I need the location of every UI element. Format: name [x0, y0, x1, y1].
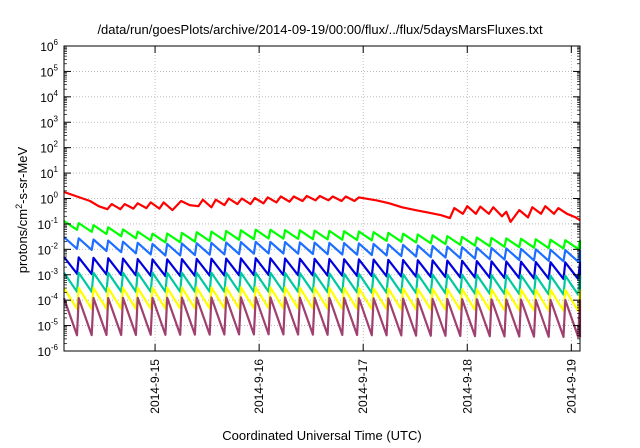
x-tick-label: 2014-9-19 [564, 359, 578, 414]
series-line-0 [63, 190, 581, 223]
y-tick-label: 104 [40, 89, 58, 105]
y-tick-label: 106 [40, 38, 58, 54]
y-tick-exponent: 5 [54, 63, 59, 72]
x-tick-labels: 2014-9-15 2014-9-16 2014-9-17 2014-9-18 2014… [148, 359, 578, 414]
y-tick-labels: 10-610-510-410-310-210-11001011021031041… [38, 38, 59, 359]
y-tick-exponent: -3 [51, 267, 59, 276]
y-tick-exponent: 3 [54, 114, 59, 123]
y-tick-label: 10-2 [38, 241, 59, 257]
series-lines [62, 190, 582, 339]
y-tick-exponent: 0 [54, 191, 59, 200]
y-tick-label: 10-1 [38, 216, 59, 232]
y-axis-label-container: protons/cm2-s-sr-MeV [10, 95, 34, 325]
y-tick-exponent: 2 [54, 140, 59, 149]
x-tick-label: 2014-9-16 [252, 359, 266, 414]
series-line-6 [62, 296, 582, 339]
y-tick-label: 100 [40, 191, 58, 207]
y-tick-exponent: -5 [51, 318, 59, 327]
y-tick-label: 10-3 [38, 267, 59, 283]
y-tick-label: 103 [40, 114, 58, 130]
y-tick-exponent: 6 [54, 38, 59, 47]
chart-title: /data/run/goesPlots/archive/2014-09-19/0… [97, 22, 543, 37]
y-axis-label-exponent: 2 [13, 203, 24, 209]
axis-ticks [64, 45, 580, 352]
y-tick-exponent: -6 [51, 343, 59, 352]
y-tick-label: 10-6 [38, 343, 59, 359]
y-axis-label-base: protons/cm [15, 208, 31, 274]
series-line-2 [63, 236, 582, 263]
y-tick-exponent: 1 [54, 165, 59, 174]
y-tick-exponent: -1 [51, 216, 59, 225]
y-tick-exponent: -2 [51, 241, 59, 250]
y-axis-label-unit: -s-sr-MeV [15, 146, 31, 204]
series-line-4 [63, 271, 582, 296]
x-tick-label: 2014-9-17 [356, 359, 370, 414]
y-tick-exponent: 4 [54, 89, 59, 98]
x-axis-label: Coordinated Universal Time (UTC) [222, 428, 422, 443]
y-axis-label: protons/cm2-s-sr-MeV [14, 147, 30, 273]
series-line-3 [63, 256, 582, 281]
y-tick-label: 10-5 [38, 318, 59, 334]
series-line-1 [63, 220, 582, 251]
y-tick-label: 101 [40, 165, 58, 181]
y-tick-label: 105 [40, 63, 58, 79]
y-tick-label: 102 [40, 140, 58, 156]
x-tick-label: 2014-9-15 [148, 359, 162, 414]
y-tick-label: 10-4 [38, 292, 59, 308]
x-tick-label: 2014-9-18 [460, 359, 474, 414]
y-tick-exponent: -4 [51, 292, 59, 301]
